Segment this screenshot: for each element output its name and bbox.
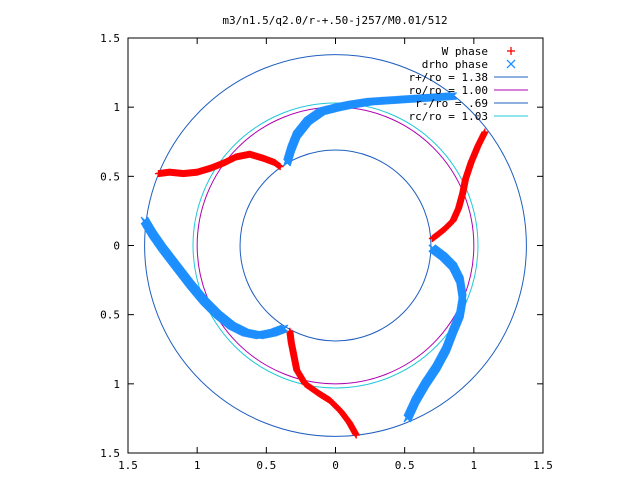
y-tick-label: 1	[113, 378, 120, 391]
data-series	[140, 92, 489, 439]
series-branch	[428, 128, 489, 243]
x-tick-label: 0.5	[395, 459, 415, 472]
legend-label: r+/ro = 1.38	[409, 71, 488, 84]
legend-label: r-/ro = .69	[415, 97, 488, 110]
x-tick-label: 1	[194, 459, 201, 472]
reference-circle	[196, 106, 475, 385]
y-tick-label: 1.5	[100, 447, 120, 460]
legend-marker	[507, 47, 515, 55]
y-tick-label: 1	[113, 101, 120, 114]
y-tick-label: 0.5	[100, 309, 120, 322]
legend-label: drho phase	[422, 58, 488, 71]
x-tick-label: 1.5	[533, 459, 553, 472]
x-tick-label: 1	[471, 459, 478, 472]
series-branch	[283, 92, 458, 167]
series-branch	[286, 327, 360, 439]
y-tick-label: 0	[113, 240, 120, 253]
reference-circle	[239, 149, 432, 342]
legend-label: rc/ro = 1.03	[409, 110, 488, 123]
legend-marker	[506, 59, 516, 69]
x-tick-label: 0	[332, 459, 339, 472]
x-tick-label: 0.5	[256, 459, 276, 472]
legend-label: ro/ro = 1.00	[409, 84, 488, 97]
reference-circle	[192, 102, 479, 389]
axis-ticks: 1.5 1 0.5 0 0.5 1 1.51.510.500.511.5	[100, 32, 553, 472]
reference-circle	[144, 54, 527, 437]
y-tick-label: 1.5	[100, 32, 120, 45]
legend-label: W phase	[442, 45, 488, 58]
y-tick-label: 0.5	[100, 170, 120, 183]
series-branch	[140, 216, 289, 340]
x-tick-label: 1.5	[118, 459, 138, 472]
series-branch	[154, 150, 284, 178]
chart-title: m3/n1.5/q2.0/r-+.50-j257/M0.01/512	[222, 14, 447, 27]
series-branch	[403, 244, 467, 423]
